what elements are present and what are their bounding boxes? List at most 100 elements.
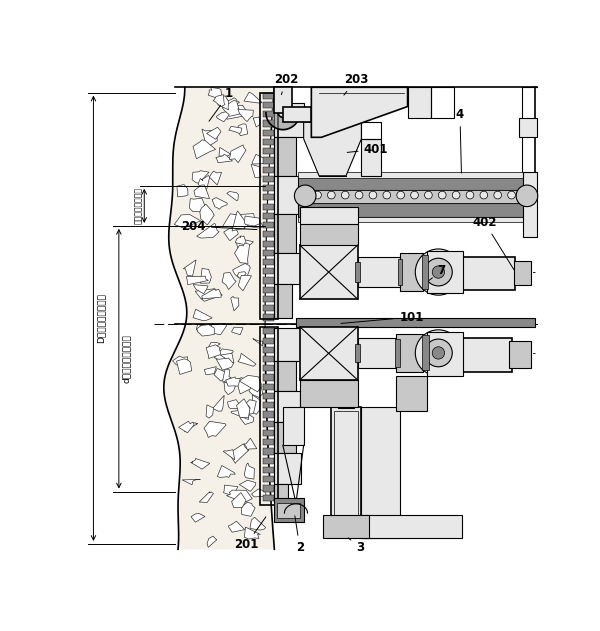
Bar [427, 251, 463, 293]
Polygon shape [227, 191, 238, 201]
Bar [263, 328, 274, 334]
Polygon shape [311, 87, 407, 138]
Polygon shape [253, 339, 263, 346]
Bar [263, 430, 274, 436]
Polygon shape [231, 411, 249, 420]
Bar [461, 257, 515, 290]
Circle shape [521, 191, 529, 199]
Polygon shape [223, 369, 232, 382]
Polygon shape [304, 122, 361, 176]
Bar [300, 380, 358, 407]
Circle shape [295, 185, 316, 206]
Text: 1: 1 [209, 87, 233, 121]
Polygon shape [209, 171, 221, 185]
Polygon shape [249, 382, 263, 398]
Bar [298, 216, 535, 222]
Polygon shape [199, 492, 214, 502]
Circle shape [415, 330, 461, 376]
Polygon shape [222, 273, 236, 290]
Bar [298, 190, 535, 203]
Bar [283, 107, 311, 122]
Polygon shape [194, 185, 209, 199]
Bar [263, 129, 274, 136]
Polygon shape [179, 422, 194, 433]
Polygon shape [217, 466, 235, 478]
Polygon shape [204, 422, 226, 437]
Bar [263, 240, 274, 247]
Polygon shape [240, 412, 254, 425]
Bar [263, 449, 274, 454]
Polygon shape [229, 444, 249, 463]
Bar [274, 176, 300, 215]
Bar [427, 332, 463, 376]
Circle shape [410, 191, 418, 199]
Bar [431, 87, 454, 118]
Bar [263, 121, 274, 127]
Bar [263, 204, 274, 209]
Bar [519, 118, 537, 138]
Bar [274, 484, 288, 503]
Circle shape [369, 191, 377, 199]
Bar [263, 411, 274, 418]
Polygon shape [197, 324, 214, 336]
Bar [263, 393, 274, 399]
Circle shape [494, 191, 502, 199]
Bar [396, 334, 423, 372]
Polygon shape [229, 126, 242, 133]
Polygon shape [224, 228, 238, 240]
Polygon shape [216, 112, 229, 122]
Polygon shape [193, 309, 212, 321]
Polygon shape [238, 275, 251, 291]
Bar [358, 338, 396, 369]
Polygon shape [238, 109, 253, 122]
Polygon shape [239, 480, 256, 492]
Bar [263, 286, 274, 293]
Bar [263, 148, 274, 154]
Polygon shape [238, 124, 248, 136]
Polygon shape [237, 272, 246, 279]
Polygon shape [174, 215, 200, 228]
Bar [274, 422, 296, 453]
Circle shape [508, 191, 515, 199]
Bar [509, 341, 531, 369]
Bar [263, 222, 274, 228]
Bar [263, 296, 274, 302]
Text: 202: 202 [274, 73, 298, 95]
Bar [355, 262, 360, 282]
Text: 7: 7 [429, 264, 446, 280]
Text: 401: 401 [347, 143, 388, 156]
Bar [263, 139, 274, 145]
Polygon shape [238, 353, 256, 366]
Polygon shape [252, 155, 264, 164]
Bar [263, 231, 274, 237]
Polygon shape [206, 127, 221, 139]
Bar [263, 314, 274, 321]
Bar [400, 253, 423, 292]
Polygon shape [236, 399, 250, 418]
Text: 101: 101 [341, 310, 424, 324]
Polygon shape [239, 375, 262, 392]
Polygon shape [226, 107, 244, 119]
Bar [263, 347, 274, 353]
Polygon shape [226, 377, 241, 386]
Bar [263, 384, 274, 390]
Polygon shape [244, 527, 260, 539]
Bar [422, 255, 428, 289]
Bar [323, 515, 369, 538]
Circle shape [425, 191, 432, 199]
Polygon shape [240, 399, 256, 414]
Polygon shape [229, 215, 239, 228]
Bar [298, 203, 535, 216]
Circle shape [432, 266, 445, 278]
Bar [298, 172, 535, 178]
Polygon shape [191, 459, 210, 469]
Polygon shape [192, 170, 209, 183]
Polygon shape [224, 382, 236, 394]
Circle shape [439, 191, 446, 199]
Polygon shape [214, 349, 233, 361]
Bar [361, 139, 380, 176]
Bar [263, 268, 274, 274]
Polygon shape [214, 369, 225, 381]
Bar [263, 457, 274, 464]
Bar [263, 93, 274, 99]
